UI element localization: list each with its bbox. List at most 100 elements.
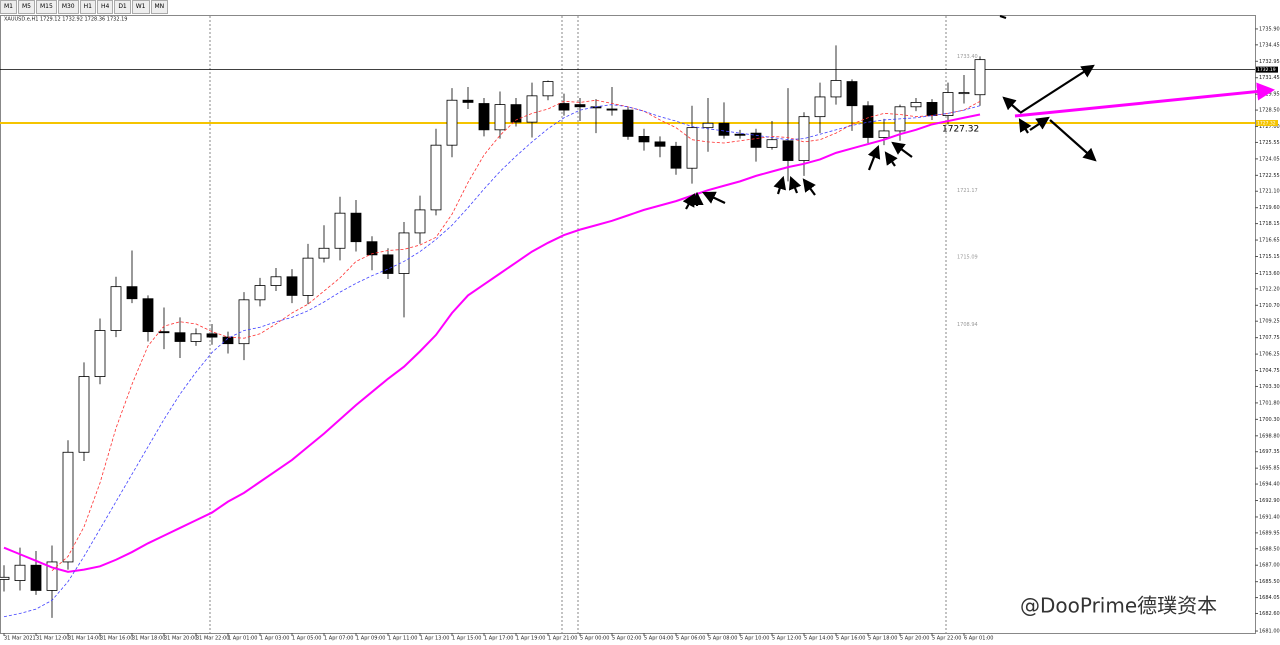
y-tick-label: 1729.95 (1259, 92, 1280, 98)
y-tick-label: 1701.80 (1259, 400, 1280, 406)
y-tick-label: 1695.85 (1259, 466, 1280, 472)
x-tick-label: 5 Apr 12:00 (772, 636, 801, 642)
y-tick-label: 1704.75 (1259, 368, 1280, 374)
y-tick-label: 1710.70 (1259, 303, 1280, 309)
y-tick-label: 1709.25 (1259, 319, 1280, 325)
x-tick-label: 31 Mar 12:00 (36, 636, 69, 642)
fib-label: 1733.40 (957, 54, 978, 60)
candle-body (222, 336, 234, 345)
timeframe-button[interactable]: H1 (79, 0, 96, 14)
timeframe-button[interactable]: W1 (131, 0, 150, 14)
candle-body (862, 105, 874, 138)
price-tag (1256, 120, 1278, 127)
candle-body (446, 99, 458, 146)
y-tick-label: 1681.00 (1259, 629, 1280, 635)
price-tag (1256, 66, 1278, 73)
candle-body (526, 95, 538, 123)
candle-body (126, 286, 138, 300)
y-tick-label: 1719.60 (1259, 205, 1280, 211)
timeframe-button[interactable]: M1 (0, 0, 17, 14)
price-tag-label: 1732.19 (1257, 67, 1276, 73)
x-tick-label: 5 Apr 14:00 (804, 636, 833, 642)
candle-body (478, 103, 490, 131)
candle-body (366, 241, 378, 256)
timeframe-toolbar: M1 M5 M15 M30 H1 H4 D1 W1 MN (0, 0, 169, 14)
candle-body (878, 130, 890, 138)
candle-body (910, 102, 922, 108)
y-tick-label: 1706.25 (1259, 352, 1280, 358)
candle-body (542, 81, 554, 97)
candle-body (254, 285, 266, 301)
fib-label: 1708.94 (957, 322, 978, 328)
y-tick-label: 1698.80 (1259, 433, 1280, 439)
candle-body (782, 140, 794, 161)
candle-body (654, 141, 666, 147)
x-tick-label: 31 Mar 14:00 (68, 636, 101, 642)
candle-body (174, 332, 186, 342)
candle-body (846, 81, 858, 107)
y-tick-label: 1684.05 (1259, 595, 1280, 601)
candle-body (942, 92, 954, 116)
x-tick-label: 5 Apr 18:00 (868, 636, 897, 642)
candle-body (702, 122, 714, 129)
drawn-arrows (682, 14, 1097, 210)
y-tick-label: 1722.55 (1259, 173, 1280, 179)
candle-body (430, 144, 442, 211)
candle-body (622, 109, 634, 137)
x-tick-label: 5 Apr 06:00 (676, 636, 705, 642)
timeframe-button[interactable]: H4 (96, 0, 114, 14)
candle-body (46, 561, 58, 591)
y-tick-label: 1703.30 (1259, 384, 1280, 390)
y-tick-label: 1713.60 (1259, 271, 1280, 277)
timeframe-button[interactable]: MN (150, 0, 169, 14)
level-label: 1727.32 (942, 125, 979, 135)
candle-body (110, 286, 122, 331)
moving-average (3, 113, 981, 573)
candle-body (206, 333, 218, 338)
timeframe-button[interactable]: M15 (36, 0, 57, 14)
candle-body (14, 564, 26, 581)
x-tick-label: 1 Apr 09:00 (356, 636, 385, 642)
y-tick-label: 1691.40 (1259, 514, 1280, 520)
magenta-arrow (1014, 82, 1275, 118)
timeframe-button[interactable]: D1 (114, 0, 131, 14)
watermark: @DooPrime德璞资本 (1020, 594, 1217, 618)
fib-label: 1721.17 (957, 188, 978, 194)
candle-body (270, 276, 282, 286)
x-tick-label: 6 Apr 01:00 (964, 636, 993, 642)
fib-label: 1715.09 (957, 255, 978, 261)
y-tick-label: 1688.50 (1259, 546, 1280, 552)
x-tick-label: 5 Apr 22:00 (932, 636, 961, 642)
candle-body (766, 139, 778, 148)
candle-body (974, 59, 986, 96)
y-tick-label: 1718.15 (1259, 221, 1280, 227)
candle-body (94, 330, 106, 377)
candle-body (830, 80, 842, 98)
y-tick-label: 1735.90 (1259, 26, 1280, 32)
candle-body (718, 122, 730, 136)
y-tick-label: 1725.55 (1259, 140, 1280, 146)
x-tick-label: 1 Apr 15:00 (452, 636, 481, 642)
x-tick-label: 1 Apr 03:00 (260, 636, 289, 642)
y-tick-label: 1728.50 (1259, 108, 1280, 114)
moving-average (51, 99, 981, 572)
candle-body (462, 99, 474, 103)
x-tick-label: 1 Apr 05:00 (292, 636, 321, 642)
x-tick-label: 1 Apr 01:00 (228, 636, 257, 642)
x-tick-label: 31 Mar 16:00 (100, 636, 133, 642)
timeframe-button[interactable]: M30 (57, 0, 79, 14)
candle-body (494, 104, 506, 131)
timeframe-button[interactable]: M5 (18, 0, 35, 14)
chart-title: XAUUSD.e,H1 1729.12 1732.92 1728.36 1732… (4, 17, 127, 23)
y-tick-label: 1687.00 (1259, 563, 1280, 569)
x-tick-label: 5 Apr 00:00 (580, 636, 609, 642)
y-tick-label: 1734.45 (1259, 42, 1280, 48)
candle-body (0, 576, 10, 580)
candle-body (398, 232, 410, 274)
candle-body (414, 209, 426, 234)
candle-body (814, 96, 826, 118)
y-tick-label: 1692.90 (1259, 498, 1280, 504)
x-tick-label: 1 Apr 19:00 (516, 636, 545, 642)
candle-body (926, 102, 938, 116)
